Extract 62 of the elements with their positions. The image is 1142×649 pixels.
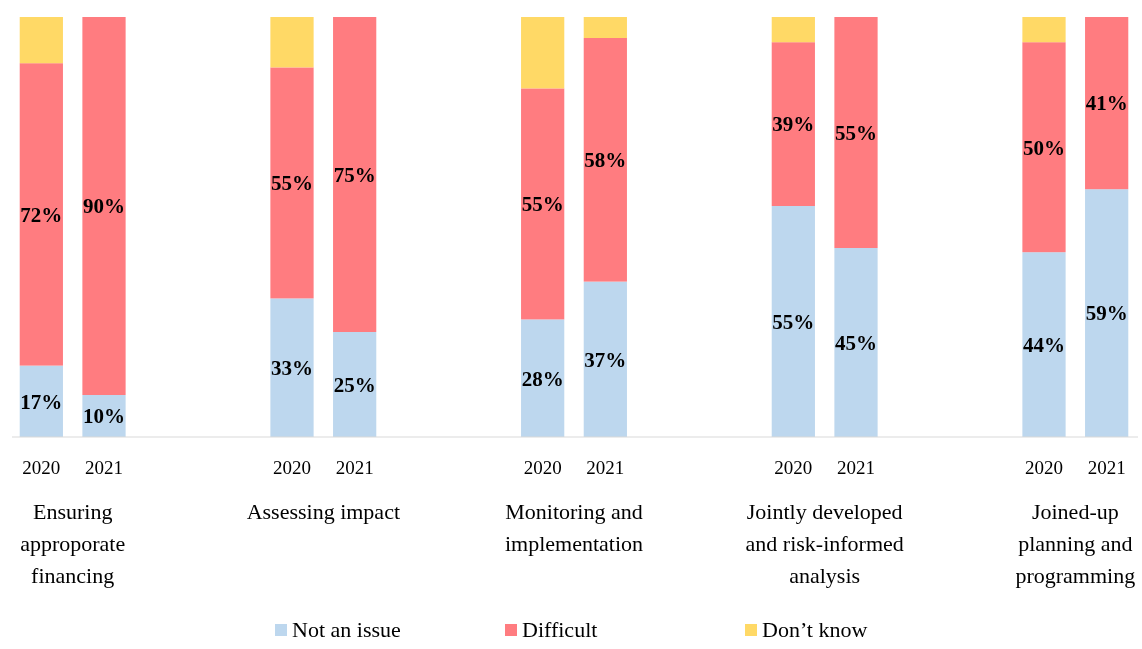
legend-label: Not an issue — [292, 617, 401, 642]
bar — [82, 17, 126, 395]
bar — [1022, 252, 1066, 437]
x-tick-label: 2021 — [335, 457, 374, 478]
bar — [521, 17, 565, 89]
data-label: 41% — [1085, 91, 1128, 116]
data-label: 44% — [1023, 332, 1065, 357]
bar — [834, 248, 878, 437]
bar — [521, 319, 565, 437]
bar — [1085, 17, 1129, 190]
text: Assessing impact — [246, 499, 401, 524]
bar — [270, 17, 314, 68]
data-label: 28% — [521, 366, 564, 391]
x-tick-label: 2021 — [586, 457, 625, 478]
x-tick-label: 2021 — [1087, 457, 1126, 478]
bar — [19, 63, 63, 366]
x-tick-label: 2020 — [774, 457, 813, 478]
bar — [1022, 42, 1066, 253]
x-tick-label: 2021 — [837, 457, 875, 478]
text: Joined-up planning and programming — [1015, 499, 1136, 588]
x-tick-label: 2020 — [273, 457, 311, 478]
bar — [1022, 17, 1066, 43]
legend-label: Don’t know — [762, 617, 868, 642]
x-tick-label: 2021 — [85, 457, 123, 478]
data-label: 75% — [333, 162, 376, 187]
bar — [583, 38, 627, 282]
data-label: 55% — [772, 309, 815, 334]
data-label: 17% — [20, 389, 63, 414]
data-label: 55% — [521, 192, 564, 217]
x-tick-label: 2020 — [1025, 457, 1063, 478]
bar — [834, 17, 878, 248]
text: Monitoring and implementation — [504, 499, 644, 556]
bar — [771, 206, 815, 437]
bar — [270, 67, 314, 299]
data-label: 59% — [1085, 301, 1128, 326]
x-tick-label: 2020 — [22, 457, 61, 478]
bar — [333, 332, 377, 437]
bar — [1085, 189, 1129, 437]
data-label: 37% — [584, 347, 627, 372]
data-label: 50% — [1023, 135, 1065, 160]
data-label: 55% — [271, 171, 313, 196]
data-label: 25% — [333, 372, 376, 397]
data-label: 72% — [20, 202, 63, 227]
data-label: 33% — [271, 356, 313, 381]
bar — [771, 42, 815, 206]
bar — [583, 281, 627, 437]
data-label: 45% — [835, 330, 877, 355]
data-label: 10% — [83, 404, 125, 429]
text: Jointly developed and risk-informed analysis — [745, 499, 904, 588]
data-label: 39% — [772, 112, 815, 137]
bar — [333, 17, 377, 332]
data-label: 58% — [584, 148, 627, 173]
bar — [270, 298, 314, 437]
legend-label: Difficult — [522, 617, 598, 642]
bar — [583, 17, 627, 38]
x-tick-label: 2020 — [523, 457, 562, 478]
bar — [771, 17, 815, 43]
data-label: 55% — [835, 120, 877, 145]
bar — [19, 17, 63, 64]
bar — [521, 88, 565, 320]
data-label: 90% — [83, 194, 125, 219]
text: Ensuring approporate financing — [20, 499, 126, 588]
